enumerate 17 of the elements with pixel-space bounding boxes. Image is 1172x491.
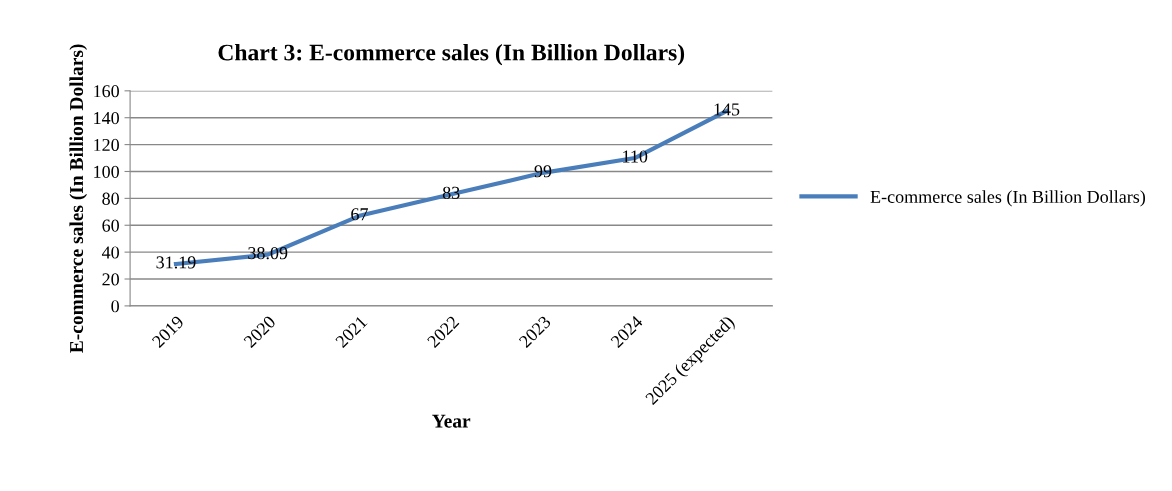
y-tick-label: 140 <box>94 111 119 125</box>
data-label: 38.09 <box>248 247 288 260</box>
y-tick-label: 40 <box>101 246 119 259</box>
y-tick-label: 20 <box>102 273 119 286</box>
x-axis-title: Year <box>432 414 471 428</box>
y-tick-label: 100 <box>94 165 119 178</box>
legend-label: E-commerce sales (In Billion Dollars) <box>870 190 1146 207</box>
y-axis-title: E-commerce sales (In Billion Dollars) <box>69 44 88 353</box>
y-tick-label: 0 <box>111 300 119 313</box>
chart-title: Chart 3: E-commerce sales (In Billion Dollars) <box>218 43 685 66</box>
y-tick-label: 60 <box>102 219 119 232</box>
data-label: 67 <box>351 208 368 221</box>
data-label: 110 <box>623 150 648 163</box>
y-tick-label: 80 <box>102 192 119 205</box>
y-tick-label: 160 <box>94 85 119 98</box>
data-label: 145 <box>714 103 740 116</box>
y-tick-label: 120 <box>94 138 119 152</box>
